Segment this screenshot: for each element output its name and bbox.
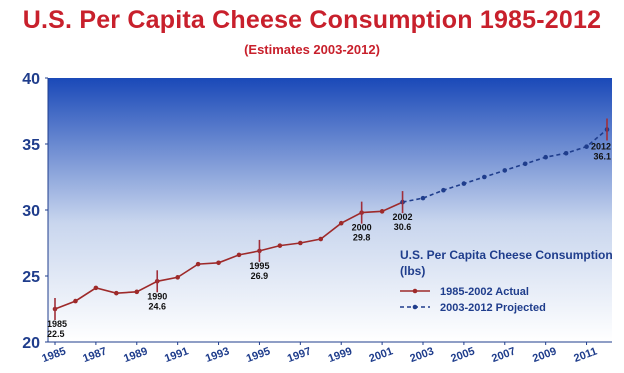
data-point-projected (482, 174, 487, 180)
annotation-year-2012: 2012 (591, 141, 611, 151)
x-tick-label: 1995 (245, 345, 272, 365)
annotation-year-2000: 2000 (352, 223, 372, 233)
data-point-actual (73, 298, 78, 304)
annotation-year-2002: 2002 (393, 212, 413, 222)
data-point-actual (298, 240, 303, 246)
x-tick-label: 1989 (122, 345, 149, 365)
annotation-year-1990: 1990 (147, 291, 167, 301)
annotation-value-1995: 26.9 (251, 271, 269, 281)
plot-background (48, 78, 612, 342)
x-tick-label: 2009 (531, 345, 558, 365)
chart-subtitle: (Estimates 2003-2012) (244, 42, 380, 57)
y-tick-label: 30 (22, 203, 40, 220)
y-tick-label: 25 (22, 269, 40, 286)
x-tick-label: 1991 (163, 345, 190, 365)
x-tick-label: 2011 (572, 345, 599, 364)
annotation-year-1995: 1995 (249, 261, 269, 271)
data-point-projected (522, 161, 528, 167)
data-point-actual (236, 252, 242, 258)
annotation-value-2000: 29.8 (353, 233, 371, 243)
y-tick-label: 40 (22, 71, 40, 88)
x-tick-label: 2005 (449, 345, 476, 365)
x-tick-label: 1987 (81, 345, 108, 365)
data-point-actual (195, 261, 201, 267)
annotation-value-2012: 36.1 (593, 151, 611, 161)
y-tick-label: 35 (22, 137, 40, 154)
data-point-actual (93, 285, 99, 291)
data-point-actual (379, 209, 385, 214)
x-tick-label: 2001 (368, 345, 395, 365)
data-point-projected (584, 144, 589, 149)
annotation-value-1985: 22.5 (47, 329, 65, 339)
data-point-actual (216, 260, 221, 266)
data-point-projected (420, 195, 426, 201)
data-point-actual (338, 220, 344, 226)
data-point-projected (563, 150, 569, 156)
data-point-projected (461, 181, 467, 186)
y-tick-label: 20 (22, 335, 40, 352)
data-point-projected (502, 168, 508, 173)
data-point-actual (175, 275, 180, 280)
x-tick-label: 1985 (40, 345, 67, 365)
chart-title: U.S. Per Capita Cheese Consumption 1985-… (22, 6, 602, 34)
legend-label-projected: 2003-2012 Projected (440, 302, 546, 314)
legend-swatch-marker-actual (412, 288, 418, 294)
data-point-actual (318, 236, 324, 242)
data-point-projected (543, 154, 548, 160)
annotation-value-1990: 24.6 (148, 301, 166, 311)
x-tick-label: 2003 (408, 345, 435, 365)
x-tick-label: 1997 (286, 345, 313, 365)
data-point-actual (114, 290, 119, 296)
legend-title-line2: (lbs) (400, 264, 425, 278)
legend-swatch-marker-projected (412, 304, 418, 310)
series-line-actual (54, 201, 403, 310)
x-tick-label: 2007 (490, 345, 517, 365)
annotation-value-2002: 30.6 (394, 222, 412, 232)
annotation-year-1985: 1985 (47, 319, 67, 329)
x-tick-label: 1993 (204, 345, 231, 365)
data-point-projected (441, 187, 446, 193)
legend-title: U.S. Per Capita Cheese Consumption (lbs) (400, 248, 613, 278)
legend-title-line1: U.S. Per Capita Cheese Consumption (400, 248, 613, 262)
data-point-actual (134, 289, 140, 295)
legend-label-actual: 1985-2002 Actual (440, 286, 529, 298)
data-point-actual (277, 243, 283, 248)
x-tick-label: 1999 (327, 345, 354, 365)
